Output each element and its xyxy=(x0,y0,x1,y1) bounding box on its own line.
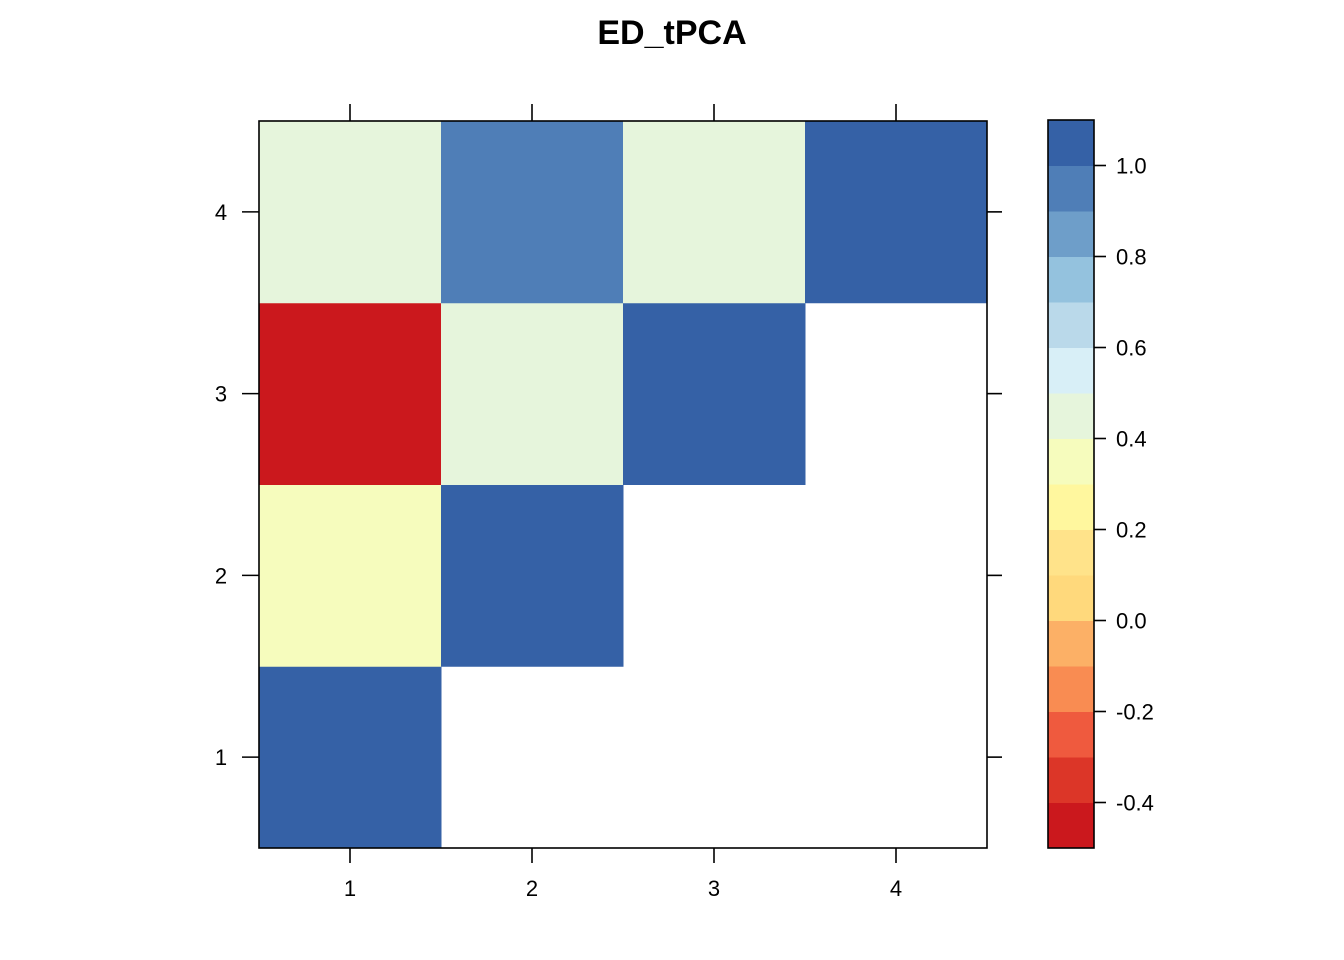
colorbar-segment xyxy=(1048,165,1094,212)
y-tick-label: 2 xyxy=(215,563,227,588)
colorbar-segment xyxy=(1048,120,1094,166)
colorbar-segment xyxy=(1048,575,1094,621)
heatmap-cells xyxy=(259,121,988,849)
colorbar-tick-label: 1.0 xyxy=(1116,154,1147,179)
colorbar-segment xyxy=(1048,211,1094,257)
colorbar-segment xyxy=(1048,757,1094,803)
colorbar-segment xyxy=(1048,802,1094,849)
colorbar-tick-label: -0.2 xyxy=(1116,700,1154,725)
colorbar-segment xyxy=(1048,484,1094,530)
colorbar-segment xyxy=(1048,620,1094,667)
plot-frame xyxy=(258,120,988,849)
colorbar-tick-label: 0.8 xyxy=(1116,245,1147,270)
x-tick-label: 2 xyxy=(526,876,538,901)
colorbar-segment xyxy=(1048,666,1094,712)
heatmap-cell-3-4 xyxy=(623,121,806,304)
heatmap-cell-1-3 xyxy=(259,302,442,485)
y-tick-label: 1 xyxy=(215,745,227,770)
y-tick-label: 4 xyxy=(215,200,227,225)
colorbar-frame xyxy=(1047,119,1095,849)
colorbar-segment xyxy=(1048,256,1094,303)
heatmap-cell-1-2 xyxy=(259,484,442,667)
colorbar-tick-label: 0.6 xyxy=(1116,336,1147,361)
colorbar-tick-label: -0.4 xyxy=(1116,791,1154,816)
x-tick-label: 4 xyxy=(890,876,902,901)
heatmap-cell-1-1 xyxy=(259,666,442,849)
y-tick-label: 3 xyxy=(215,382,227,407)
x-tick-label: 3 xyxy=(708,876,720,901)
heatmap-cell-1-4 xyxy=(259,121,442,304)
colorbar-tick-label: 0.0 xyxy=(1116,609,1147,634)
heatmap-cell-2-4 xyxy=(441,121,624,304)
heatmap-cell-2-3 xyxy=(441,302,624,485)
colorbar-segment xyxy=(1048,438,1094,485)
colorbar-segment xyxy=(1048,529,1094,576)
heatmap-cell-3-3 xyxy=(623,302,806,485)
colorbar-segment xyxy=(1048,347,1094,394)
colorbar-tick-label: 0.4 xyxy=(1116,427,1147,452)
x-axis: 1 2 3 4 xyxy=(344,104,902,901)
heatmap-cell-2-2 xyxy=(441,484,624,667)
y-axis: 1 2 3 4 xyxy=(215,200,1002,770)
colorbar-segment xyxy=(1048,393,1094,439)
colorbar-segment xyxy=(1048,302,1094,348)
x-tick-label: 1 xyxy=(344,876,356,901)
heatmap-cell-4-4 xyxy=(805,121,988,304)
colorbar: -0.4 -0.2 0.0 0.2 0.4 0.6 0.8 1.0 xyxy=(1047,119,1154,849)
colorbar-tick-label: 0.2 xyxy=(1116,518,1147,543)
chart-title: ED_tPCA xyxy=(597,14,746,52)
colorbar-segment xyxy=(1048,711,1094,758)
